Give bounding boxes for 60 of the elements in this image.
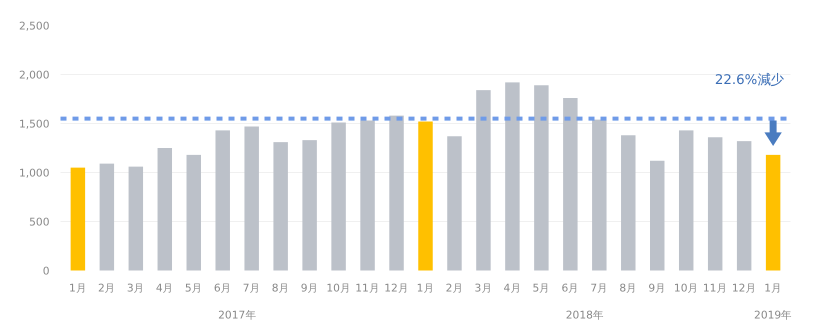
bar [100,164,114,270]
x-tick-label: 5月 [532,282,550,294]
x-tick-label: 8月 [272,282,290,294]
bar [389,116,404,270]
bar [447,136,462,270]
x-tick-label: 7月 [242,282,261,294]
x-tick-label: 3月 [474,282,492,294]
y-tick-label: 1,000 [18,166,50,180]
annotation: 22.6%減少 [714,73,784,88]
x-tick-label: 5月 [184,282,203,294]
bar [678,130,694,270]
x-tick-label: 3月 [126,282,145,294]
y-tick-label: 500 [29,216,50,228]
x-tick-label: 10月 [674,282,698,294]
x-tick-label: 12月 [732,282,756,294]
bar [273,142,288,270]
bar [244,126,259,270]
x-tick-label: 4月 [504,282,522,294]
text: 2017年 [218,308,256,322]
x-tick-label: 7月 [590,282,608,294]
y-tick-label: 2,000 [18,68,50,82]
bar [736,141,752,270]
bar [418,122,433,270]
bar [186,154,201,270]
x-tick-label: 9月 [648,282,666,294]
bar [650,160,664,270]
x-tick-label: 10月 [326,282,351,294]
bar [505,82,520,270]
bar [563,98,578,270]
x-tick-label: 9月 [300,282,319,294]
x-tick-label: 1月 [764,282,782,294]
bar [592,120,607,270]
x-tick-label: 6月 [561,282,580,294]
x-tick-label: 12月 [384,282,409,294]
bar [158,148,172,270]
bar [360,120,375,270]
bar [70,168,86,270]
bar [302,140,317,270]
bar [534,85,549,270]
x-tick-label: 11月 [702,282,728,294]
x-tick-label: 2月 [446,282,464,294]
bar [708,137,722,270]
x-tick-label: 4月 [156,282,174,294]
y-tick-label: 0 [42,264,50,278]
bar [621,135,636,270]
x-tick-label: 11月 [355,282,380,294]
text: 2019年 [754,308,792,322]
y-tick-label: 2,500 [18,20,50,32]
x-tick-label: 6月 [214,282,232,294]
text: 2018年 [566,308,604,322]
x-tick-label: 2月 [98,282,116,294]
bar [128,166,144,270]
y-tick-label: 1,500 [18,118,50,130]
x-tick-label: 1月 [416,282,434,294]
bar [215,130,230,270]
bar [331,122,346,270]
x-tick-label: 8月 [619,282,638,294]
x-tick-label: 1月 [68,282,87,294]
bar [766,154,780,270]
bar [476,90,491,270]
